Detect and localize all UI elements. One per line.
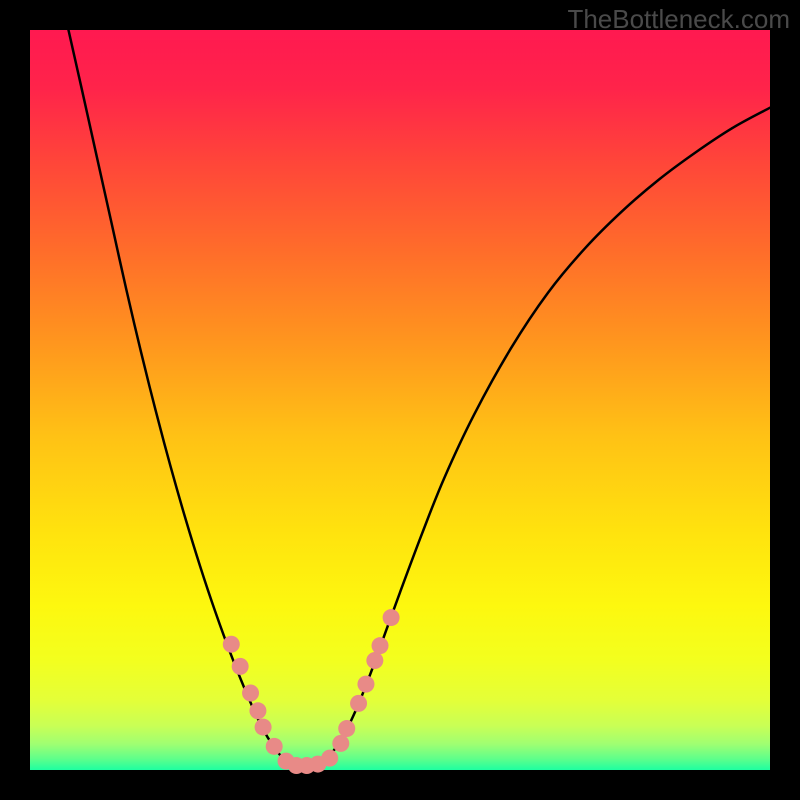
data-point xyxy=(350,695,367,712)
data-point xyxy=(321,750,338,767)
data-point xyxy=(357,676,374,693)
data-point xyxy=(383,609,400,626)
data-point xyxy=(255,719,272,736)
data-point xyxy=(249,702,266,719)
data-point xyxy=(232,658,249,675)
watermark-text: TheBottleneck.com xyxy=(567,4,790,35)
data-point xyxy=(338,720,355,737)
data-point xyxy=(332,735,349,752)
data-point xyxy=(242,685,259,702)
data-point xyxy=(266,738,283,755)
plot-area xyxy=(30,30,770,770)
data-point xyxy=(223,636,240,653)
data-point xyxy=(366,652,383,669)
data-points-layer xyxy=(30,30,770,770)
data-point xyxy=(372,637,389,654)
